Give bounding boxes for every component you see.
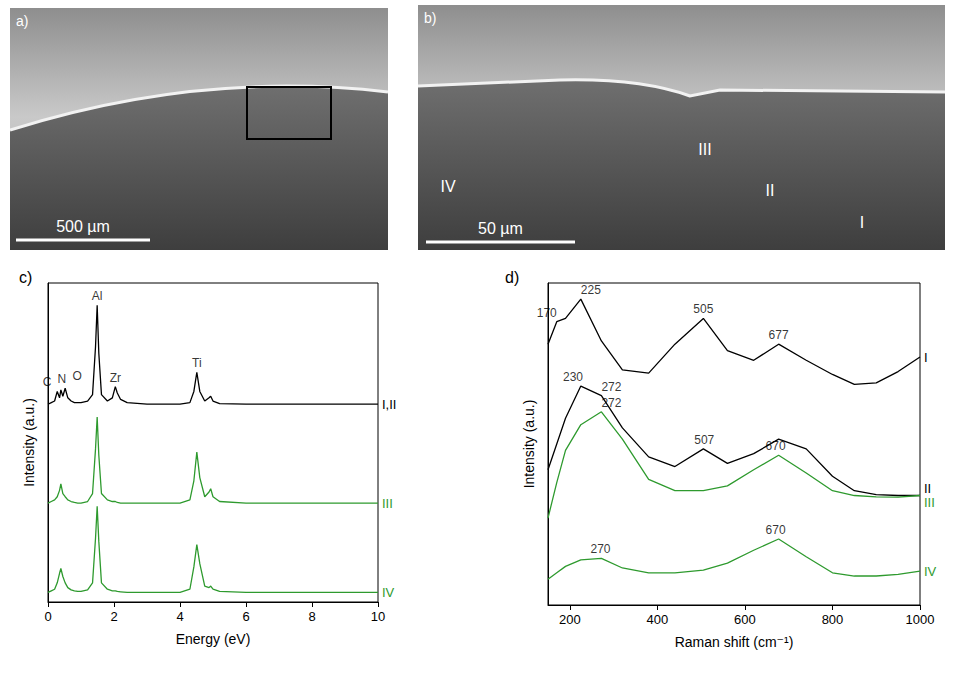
svg-text:IV: IV [382,585,395,600]
svg-text:600: 600 [734,612,756,627]
svg-text:272: 272 [601,396,621,410]
svg-text:0: 0 [44,609,51,624]
svg-text:I,II: I,II [382,397,396,412]
svg-text:Ti: Ti [192,356,202,370]
svg-text:170: 170 [537,306,557,320]
svg-text:Energy (eV): Energy (eV) [176,631,251,647]
svg-text:Intensity (a.u.): Intensity (a.u.) [521,400,537,489]
svg-text:2: 2 [110,609,117,624]
svg-text:b): b) [424,10,436,26]
svg-text:1000: 1000 [906,612,935,627]
svg-text:507: 507 [694,433,714,447]
svg-text:500 µm: 500 µm [56,218,110,235]
svg-text:50 µm: 50 µm [478,220,523,237]
svg-text:10: 10 [371,609,385,624]
svg-text:505: 505 [693,302,713,316]
svg-text:670: 670 [765,439,786,454]
svg-text:II: II [924,481,931,496]
svg-text:III: III [924,495,935,510]
svg-text:800: 800 [822,612,844,627]
svg-text:230: 230 [563,370,583,384]
svg-text:Zr: Zr [110,371,121,385]
svg-text:I: I [860,214,864,231]
svg-text:C: C [43,375,52,389]
svg-text:272: 272 [601,380,621,394]
svg-text:225: 225 [581,283,601,297]
svg-text:N: N [58,372,67,386]
svg-text:I: I [924,350,928,365]
svg-text:200: 200 [559,612,581,627]
svg-text:a): a) [16,13,28,29]
svg-text:670: 670 [766,523,786,537]
svg-text:O: O [72,369,81,383]
svg-text:II: II [766,182,775,199]
svg-text:8: 8 [308,609,315,624]
svg-text:Raman shift (cm⁻¹): Raman shift (cm⁻¹) [675,634,794,650]
svg-text:c): c) [19,269,32,286]
svg-text:270: 270 [591,542,611,556]
svg-text:677: 677 [769,328,789,342]
svg-text:Intensity (a.u.): Intensity (a.u.) [21,398,37,487]
svg-text:III: III [698,141,711,158]
svg-text:IV: IV [924,564,937,579]
svg-text:4: 4 [176,609,183,624]
svg-text:III: III [382,496,393,511]
svg-text:400: 400 [647,612,669,627]
svg-text:6: 6 [242,609,249,624]
svg-text:Al: Al [92,289,103,303]
svg-text:d): d) [505,269,519,286]
svg-text:IV: IV [440,178,455,195]
